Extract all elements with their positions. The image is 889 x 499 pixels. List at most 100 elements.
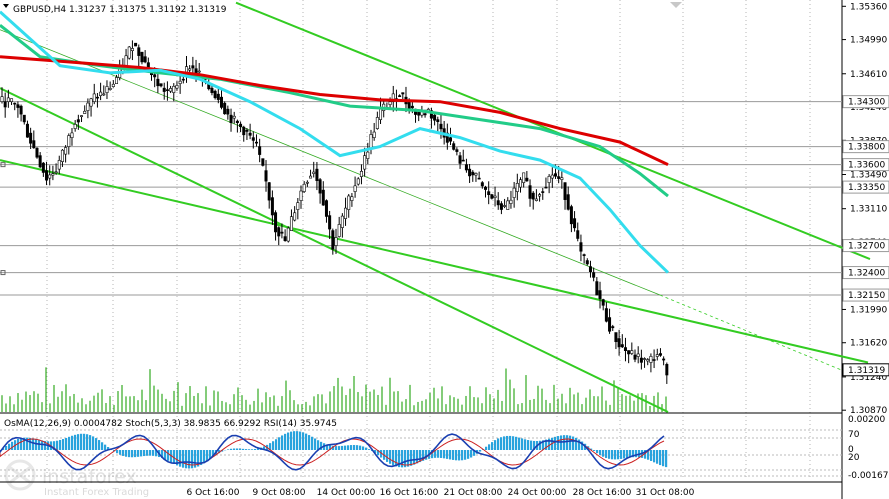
osma-bar [446, 450, 449, 459]
candle-body [436, 119, 440, 123]
candle-body [547, 176, 551, 183]
candle-body [433, 114, 437, 121]
osma-bar [329, 445, 332, 450]
candle-body [601, 299, 605, 306]
osma-bar [659, 450, 662, 466]
osma-bar [320, 441, 323, 450]
osma-bar [650, 450, 653, 461]
osma-bar [56, 440, 59, 450]
candle-body [73, 124, 77, 129]
osma-bar [614, 450, 617, 460]
osma-bar [155, 450, 158, 457]
osma-bar [197, 450, 200, 467]
osma-bar [203, 450, 206, 464]
candle-body [340, 215, 344, 228]
candle-body [102, 93, 106, 96]
osma-bar [287, 432, 290, 450]
candle-body [229, 114, 233, 123]
x-tick-label: 21 Oct 08:00 [444, 488, 503, 498]
ma-cyan-line [0, 10, 670, 274]
candle-body [127, 46, 131, 59]
osma-bar [86, 434, 89, 450]
candle-body [95, 96, 99, 99]
osma-bar [362, 446, 365, 450]
osma-bar [611, 450, 614, 460]
osma-bar [350, 445, 353, 450]
candle-body [627, 350, 631, 355]
osma-bar [68, 436, 71, 450]
level-price-box [842, 239, 889, 253]
osma-bar [512, 436, 515, 450]
osma-bar [653, 450, 656, 463]
candle-body [296, 202, 300, 210]
osma-bar [74, 434, 77, 450]
osma-bar [239, 448, 242, 450]
channel-line [0, 87, 669, 413]
osma-bar [395, 450, 398, 467]
candle-body [223, 102, 227, 115]
candle-body [563, 182, 567, 200]
osma-bar [176, 450, 179, 466]
candle-body [455, 149, 459, 152]
osma-bar [569, 435, 572, 450]
candle-body [169, 88, 173, 92]
osma-bar [386, 450, 389, 462]
osma-bar [434, 450, 437, 458]
candle-body [573, 218, 577, 229]
osma-bar [554, 436, 557, 450]
osma-bar [491, 442, 494, 450]
osma-bar [455, 450, 458, 461]
osma-bar [314, 438, 317, 450]
x-tick-label: 28 Oct 16:00 [573, 488, 632, 498]
osma-bar [332, 445, 335, 450]
x-tick-label: 14 Oct 00:00 [317, 488, 376, 498]
candle-body [464, 164, 468, 171]
candle-body [0, 96, 4, 102]
collapse-arrow-icon[interactable] [3, 4, 9, 8]
candle-body [461, 159, 465, 162]
y-tick-label: 1.34610 [850, 70, 887, 80]
osma-bar [230, 448, 233, 450]
candle-body [213, 90, 217, 99]
candle-body [274, 212, 278, 233]
x-tick-label: 24 Oct 00:00 [508, 488, 567, 498]
candle-body [474, 173, 478, 176]
osma-bar [590, 448, 593, 450]
level-price-box [842, 140, 889, 154]
candle-body [490, 194, 494, 199]
candle-body [156, 78, 160, 87]
candle-body [267, 182, 271, 201]
scroll-marker-icon[interactable] [670, 2, 682, 8]
osma-bar [278, 437, 281, 450]
indicator-tick-label: 20 [848, 453, 860, 463]
osma-bar [593, 450, 596, 451]
candle-body [178, 80, 182, 84]
candle-body [188, 68, 192, 71]
osma-bar [662, 450, 665, 467]
candle-body [375, 117, 379, 129]
osma-bar [59, 439, 62, 450]
candle-body [111, 83, 115, 87]
osma-bar [281, 435, 284, 450]
level-price-label: 1.33600 [848, 161, 885, 171]
osma-bar [623, 450, 626, 459]
y-tick-label: 1.35360 [850, 2, 887, 12]
osma-bar [179, 450, 182, 467]
osma-bar [458, 450, 461, 461]
candle-body [512, 187, 516, 198]
stoch-signal-line [0, 438, 665, 466]
candle-body [235, 120, 239, 124]
candle-body [299, 190, 303, 201]
osma-bar [140, 450, 143, 457]
candle-body [29, 132, 33, 144]
indicator-tick-label: 0.00200 [848, 415, 885, 425]
candle-body [579, 242, 583, 252]
osma-bar [374, 450, 377, 454]
candle-body [334, 237, 338, 246]
osma-bar [608, 450, 611, 459]
mid-channel-extension [659, 294, 846, 372]
osma-bar [359, 445, 362, 450]
candle-body [318, 179, 322, 194]
